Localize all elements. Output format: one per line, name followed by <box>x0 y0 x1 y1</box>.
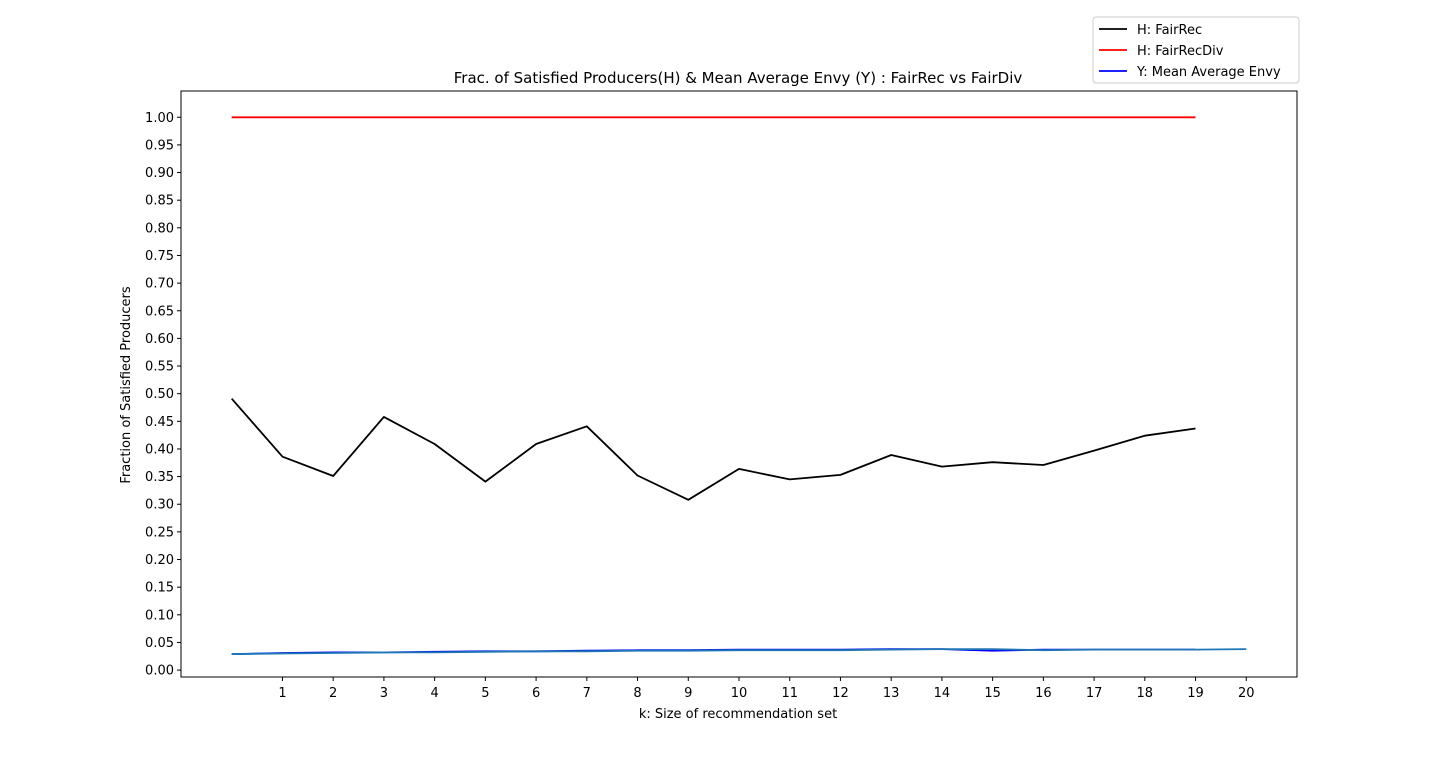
y-tick-label: 0.95 <box>145 138 174 153</box>
y-tick-label: 0.60 <box>145 332 174 347</box>
x-tick-label: 14 <box>934 686 951 701</box>
legend: H: FairRec H: FairRecDiv Y: Mean Average E… <box>1092 16 1300 84</box>
y-tick-label: 0.30 <box>145 498 174 513</box>
x-tick-label: 13 <box>883 686 900 701</box>
y-tick-label: 0.35 <box>145 470 174 485</box>
x-tick-label: 6 <box>532 686 540 701</box>
x-tick-label: 11 <box>781 686 798 701</box>
x-axis-label: k: Size of recommendation set <box>639 707 837 722</box>
y-tick-label: 0.65 <box>145 304 174 319</box>
x-tick-label: 16 <box>1035 686 1052 701</box>
y-tick-label: 0.00 <box>145 664 174 679</box>
y-tick-label: 0.45 <box>145 415 174 430</box>
x-tick-label: 2 <box>329 686 337 701</box>
x-tick-label: 15 <box>984 686 1001 701</box>
y-tick-label: 0.85 <box>145 194 174 209</box>
y-tick-label: 0.05 <box>145 636 174 651</box>
x-tick-label: 8 <box>633 686 641 701</box>
x-tick-label: 4 <box>430 686 438 701</box>
legend-label-2: H: FairRecDiv <box>1137 44 1224 59</box>
series-layer <box>231 116 1247 655</box>
x-tick-label: 17 <box>1086 686 1103 701</box>
y-tick-label: 0.25 <box>145 525 174 540</box>
y-tick-label: 0.80 <box>145 221 174 236</box>
y-axis-ticks: 0.00 0.05 0.10 0.15 0.20 0.25 0.30 0.35 0.40 0.45… <box>145 111 181 679</box>
x-tick-label: 7 <box>583 686 591 701</box>
x-tick-label: 18 <box>1137 686 1154 701</box>
series-line-4 <box>231 648 1247 655</box>
series-line-1 <box>231 398 1196 501</box>
x-tick-label: 10 <box>731 686 748 701</box>
x-tick-label: 3 <box>380 686 388 701</box>
legend-label-1: H: FairRec <box>1137 23 1202 38</box>
y-tick-label: 0.50 <box>145 387 174 402</box>
y-tick-label: 0.10 <box>145 608 174 623</box>
y-axis-label: Fraction of Satisfied Producers <box>119 286 134 484</box>
plot-area-frame <box>180 90 1298 678</box>
x-tick-label: 9 <box>684 686 692 701</box>
x-tick-label: 5 <box>481 686 489 701</box>
x-tick-label: 1 <box>278 686 286 701</box>
y-tick-label: 0.55 <box>145 360 174 375</box>
x-tick-label: 19 <box>1187 686 1204 701</box>
y-tick-label: 0.15 <box>145 581 174 596</box>
y-tick-label: 0.40 <box>145 442 174 457</box>
y-tick-label: 0.75 <box>145 249 174 264</box>
chart-title: Frac. of Satisfied Producers(H) & Mean A… <box>454 69 1023 87</box>
y-tick-label: 0.70 <box>145 277 174 292</box>
x-tick-label: 12 <box>832 686 849 701</box>
legend-label-3: Y: Mean Average Envy <box>1136 65 1281 80</box>
y-tick-label: 1.00 <box>145 111 174 126</box>
x-tick-label: 20 <box>1238 686 1255 701</box>
x-axis-ticks: 1 2 3 4 5 6 7 8 9 10 11 12 13 14 15 16 17 18 19 20 <box>278 677 1255 701</box>
legend-frame <box>1092 16 1300 84</box>
y-tick-label: 0.20 <box>145 553 174 568</box>
y-tick-label: 0.90 <box>145 166 174 181</box>
